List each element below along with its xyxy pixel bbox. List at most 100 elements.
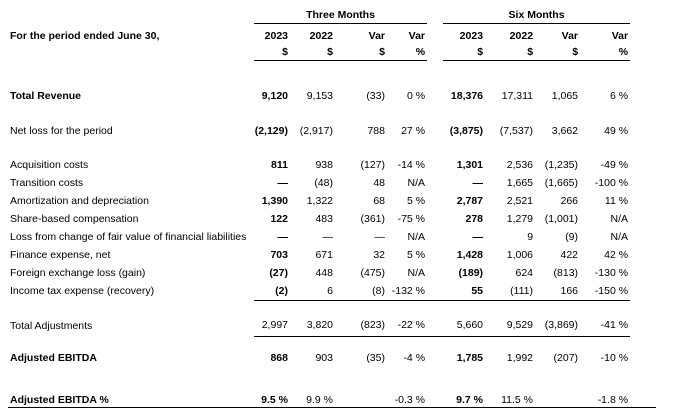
value-cell: 11.5 % — [485, 394, 536, 408]
row-label: Transition costs — [10, 177, 84, 189]
value-cell: — — [374, 231, 386, 243]
table-row: Amortization and depreciation 1,390 1,322 6… — [8, 192, 656, 210]
value-cell: -150 % — [580, 282, 631, 301]
value-cell: (823) — [335, 314, 387, 337]
header-unit-row: $ $ $ % $ $ $ % — [8, 44, 656, 61]
group-gap — [427, 122, 443, 140]
spacer-row — [8, 367, 656, 394]
edge-spacer — [630, 87, 656, 105]
value-cell: 6 — [290, 282, 335, 301]
spacer-row — [8, 300, 656, 315]
value-cell: 1,065 — [551, 90, 579, 102]
value-cell: N/A — [610, 231, 629, 243]
value-cell: 1,279 — [506, 213, 534, 225]
value-cell: 1,322 — [306, 195, 333, 207]
value-cell: 9,153 — [306, 90, 333, 102]
value-cell: 422 — [560, 249, 579, 261]
corner-spacer — [8, 0, 254, 24]
row-label: Total Revenue — [10, 90, 81, 102]
table-row: Transition costs — (48) 48 N/A — 1,665 (1,665) -… — [8, 174, 656, 192]
edge-spacer — [630, 246, 656, 264]
col-header: 2022 — [309, 30, 333, 42]
row-label: Net loss for the period — [10, 125, 113, 137]
value-cell: (8) — [335, 282, 387, 301]
group-gap — [427, 87, 443, 105]
value-cell: 1,301 — [456, 159, 484, 171]
value-cell: 266 — [560, 195, 579, 207]
value-cell: -75 % — [397, 213, 426, 225]
edge-spacer — [630, 394, 657, 408]
value-cell: (3,869) — [535, 314, 581, 337]
value-cell: 1,992 — [506, 352, 534, 364]
row-label: Loss from change of fair value of financ… — [10, 231, 247, 243]
value-cell: -22 % — [387, 314, 428, 337]
value-cell: 9.9 % — [290, 394, 335, 408]
table-body: Total Revenue 9,120 9,153 (33) 0 % 18,376 17,3… — [8, 61, 657, 408]
value-cell: (9) — [565, 231, 579, 243]
table-row: Adjusted EBITDA % 9.5 % 9.9 % -0.3 % 9.7 % 11… — [8, 394, 657, 408]
edge-spacer — [630, 44, 656, 61]
value-cell: 27 % — [401, 125, 426, 137]
value-cell: (207) — [553, 352, 579, 364]
group-gap — [427, 264, 443, 282]
edge-spacer — [630, 228, 656, 246]
value-cell: -100 % — [594, 177, 629, 189]
group-gap — [427, 156, 443, 174]
value-cell: — — [277, 177, 289, 189]
value-cell: (1,001) — [544, 213, 579, 225]
unit-header: % — [580, 44, 631, 61]
spacer-cell — [8, 105, 656, 122]
value-cell: 122 — [270, 213, 288, 225]
edge-spacer — [630, 264, 656, 282]
value-cell: 278 — [465, 213, 484, 225]
unit-header: $ — [254, 44, 290, 61]
group-gap — [427, 282, 444, 301]
value-cell: 11 % — [604, 195, 629, 207]
table-row: Finance expense, net 703 671 32 5 % 1,428 1,00… — [8, 246, 656, 264]
value-cell: 5,660 — [443, 314, 486, 337]
group-gap — [427, 192, 443, 210]
unit-header: $ — [443, 44, 486, 61]
col-header: Var — [611, 30, 629, 42]
col-header: 2023 — [459, 30, 484, 42]
header-year-row: For the period ended June 30, 2023 2022 … — [8, 24, 656, 45]
value-cell: 671 — [315, 249, 333, 261]
value-cell: 624 — [515, 267, 534, 279]
value-cell: 2,536 — [506, 159, 534, 171]
group-gap — [427, 314, 444, 337]
value-cell: N/A — [407, 177, 426, 189]
row-label: Finance expense, net — [10, 249, 111, 261]
value-cell: -1.8 % — [580, 394, 631, 408]
group-gap — [427, 394, 444, 408]
value-cell: 1,006 — [506, 249, 534, 261]
edge-spacer — [630, 156, 656, 174]
value-cell: 48 — [373, 177, 385, 189]
value-cell: 1,390 — [261, 195, 288, 207]
table-row: Acquisition costs 811 938 (127) -14 % 1,301 2,… — [8, 156, 656, 174]
value-cell: 9 — [527, 231, 534, 243]
value-cell: 18,376 — [450, 90, 484, 102]
value-cell: (48) — [314, 177, 333, 189]
value-cell: 1,665 — [506, 177, 534, 189]
value-cell: (2,129) — [254, 125, 288, 137]
value-cell: 17,311 — [501, 90, 534, 102]
edge-spacer — [630, 315, 656, 337]
unit-header: $ — [485, 44, 536, 61]
value-cell: (27) — [269, 267, 288, 279]
row-label: Adjusted EBITDA — [10, 352, 97, 364]
value-cell: 9,529 — [485, 314, 536, 337]
group-gap — [427, 210, 443, 228]
value-cell: -132 % — [387, 282, 428, 301]
col-header: Var — [408, 30, 426, 42]
spacer-cell — [8, 300, 656, 315]
edge-spacer — [630, 24, 656, 45]
corner-spacer — [8, 44, 254, 61]
value-cell: -4 % — [403, 352, 426, 364]
edge-spacer — [630, 349, 656, 367]
value-cell: -41 % — [580, 314, 631, 337]
value-cell: 68 — [373, 195, 385, 207]
group-gap — [427, 246, 443, 264]
value-cell: 5 % — [406, 249, 426, 261]
value-cell: 811 — [271, 159, 288, 171]
value-cell: (3,875) — [449, 125, 484, 137]
